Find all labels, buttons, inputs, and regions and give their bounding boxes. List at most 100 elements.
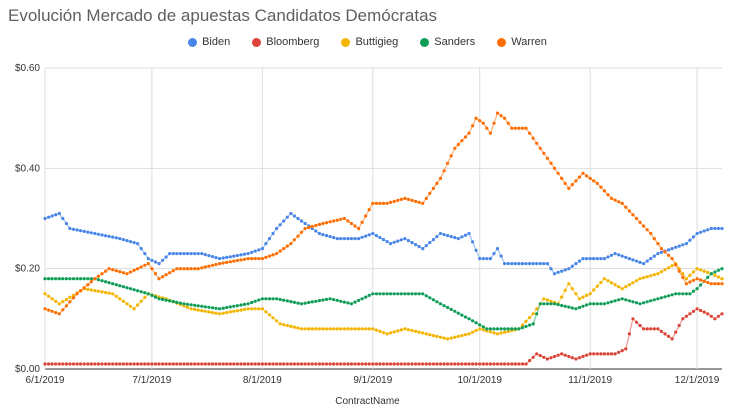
legend-item-bloomberg[interactable]: Bloomberg (252, 36, 319, 48)
data-point-buttigieg (706, 270, 710, 274)
data-point-sanders (221, 306, 225, 310)
data-point-warren (235, 258, 239, 263)
data-point-warren (61, 308, 65, 312)
data-point-sanders (396, 292, 400, 296)
data-point-biden (652, 254, 656, 258)
data-point-biden (606, 255, 610, 259)
data-point-warren (47, 308, 51, 312)
data-point-bloomberg (556, 353, 560, 357)
data-point-biden (200, 252, 204, 256)
data-point-bloomberg (292, 362, 296, 366)
data-point-warren (107, 267, 111, 271)
x-tick-label: 12/1/2019 (675, 375, 720, 386)
data-point-buttigieg (282, 323, 286, 327)
data-point-sanders (153, 295, 158, 299)
data-point-buttigieg (100, 290, 104, 294)
data-point-biden (428, 241, 432, 245)
data-point-buttigieg (699, 268, 703, 272)
data-point-biden (627, 257, 632, 261)
data-point-sanders (442, 304, 446, 308)
data-point-biden (367, 233, 371, 237)
series-line-buttigieg (44, 262, 723, 340)
data-point-sanders (168, 299, 172, 303)
data-point-biden (246, 252, 250, 256)
data-point-biden (585, 257, 589, 261)
data-point-bloomberg (381, 362, 386, 366)
data-point-warren (143, 263, 147, 267)
data-point-bloomberg (695, 307, 699, 311)
data-point-bloomberg (706, 312, 710, 316)
legend-item-buttigieg[interactable]: Buttigieg (341, 36, 398, 48)
data-point-sanders (410, 292, 414, 296)
data-point-bloomberg (143, 362, 147, 366)
data-point-warren (581, 171, 585, 175)
data-point-buttigieg (713, 273, 717, 277)
data-point-warren (389, 200, 393, 204)
data-point-buttigieg (456, 334, 460, 338)
data-point-buttigieg (136, 303, 140, 307)
data-point-biden (332, 236, 336, 240)
data-point-sanders (478, 323, 482, 327)
data-point-bloomberg (492, 362, 496, 366)
data-point-biden (453, 236, 457, 240)
data-point-sanders (335, 298, 339, 302)
data-point-bloomberg (631, 317, 635, 321)
data-point-warren (196, 267, 200, 271)
data-point-buttigieg (620, 287, 624, 291)
data-point-sanders (271, 297, 275, 301)
data-point-warren (360, 220, 364, 224)
data-point-bloomberg (371, 362, 375, 366)
data-point-buttigieg (360, 327, 364, 331)
data-point-sanders (642, 301, 646, 305)
data-point-biden (684, 242, 689, 246)
data-point-sanders (577, 305, 582, 310)
data-point-bloomberg (136, 362, 140, 366)
data-point-sanders (592, 302, 596, 306)
data-point-buttigieg (111, 292, 115, 296)
data-point-sanders (96, 278, 100, 282)
data-point-warren (57, 312, 61, 316)
data-point-warren (435, 181, 439, 185)
data-point-biden (189, 252, 193, 256)
data-point-biden (54, 213, 58, 217)
legend-marker-biden (188, 37, 198, 47)
data-point-warren (111, 268, 115, 272)
data-point-buttigieg (118, 297, 122, 301)
data-point-biden (82, 229, 86, 233)
data-point-bloomberg (232, 362, 236, 366)
data-point-buttigieg (246, 307, 250, 311)
data-point-buttigieg (57, 302, 61, 306)
data-point-sanders (624, 298, 628, 302)
data-point-sanders (342, 300, 346, 304)
data-point-warren (299, 230, 304, 234)
data-point-sanders (68, 277, 72, 281)
data-point-biden (239, 253, 243, 257)
data-point-sanders (681, 292, 685, 296)
data-point-biden (634, 259, 639, 263)
x-tick-label: 9/1/2019 (353, 375, 392, 386)
data-point-bloomberg (71, 362, 76, 366)
data-point-bloomberg (317, 362, 321, 366)
data-point-warren (349, 221, 353, 226)
legend-item-biden[interactable]: Biden (188, 36, 230, 48)
data-point-warren (182, 267, 186, 271)
data-point-sanders (289, 300, 293, 304)
data-point-biden (104, 234, 108, 238)
data-point-buttigieg (460, 334, 464, 338)
data-point-warren (709, 282, 713, 286)
data-point-sanders (317, 299, 321, 303)
data-point-buttigieg (488, 330, 492, 334)
data-point-biden (528, 262, 532, 266)
data-point-bloomberg (563, 353, 567, 357)
legend-item-sanders[interactable]: Sanders (420, 36, 475, 48)
data-point-sanders (118, 284, 122, 288)
data-point-biden (706, 228, 710, 232)
chart-title: Evolución Mercado de apuestas Candidatos… (8, 6, 438, 25)
data-point-bloomberg (524, 362, 528, 366)
data-point-biden (503, 262, 507, 266)
data-point-biden (253, 249, 257, 253)
data-point-biden (481, 257, 485, 261)
legend-item-warren[interactable]: Warren (497, 36, 547, 48)
data-point-warren (278, 249, 282, 253)
